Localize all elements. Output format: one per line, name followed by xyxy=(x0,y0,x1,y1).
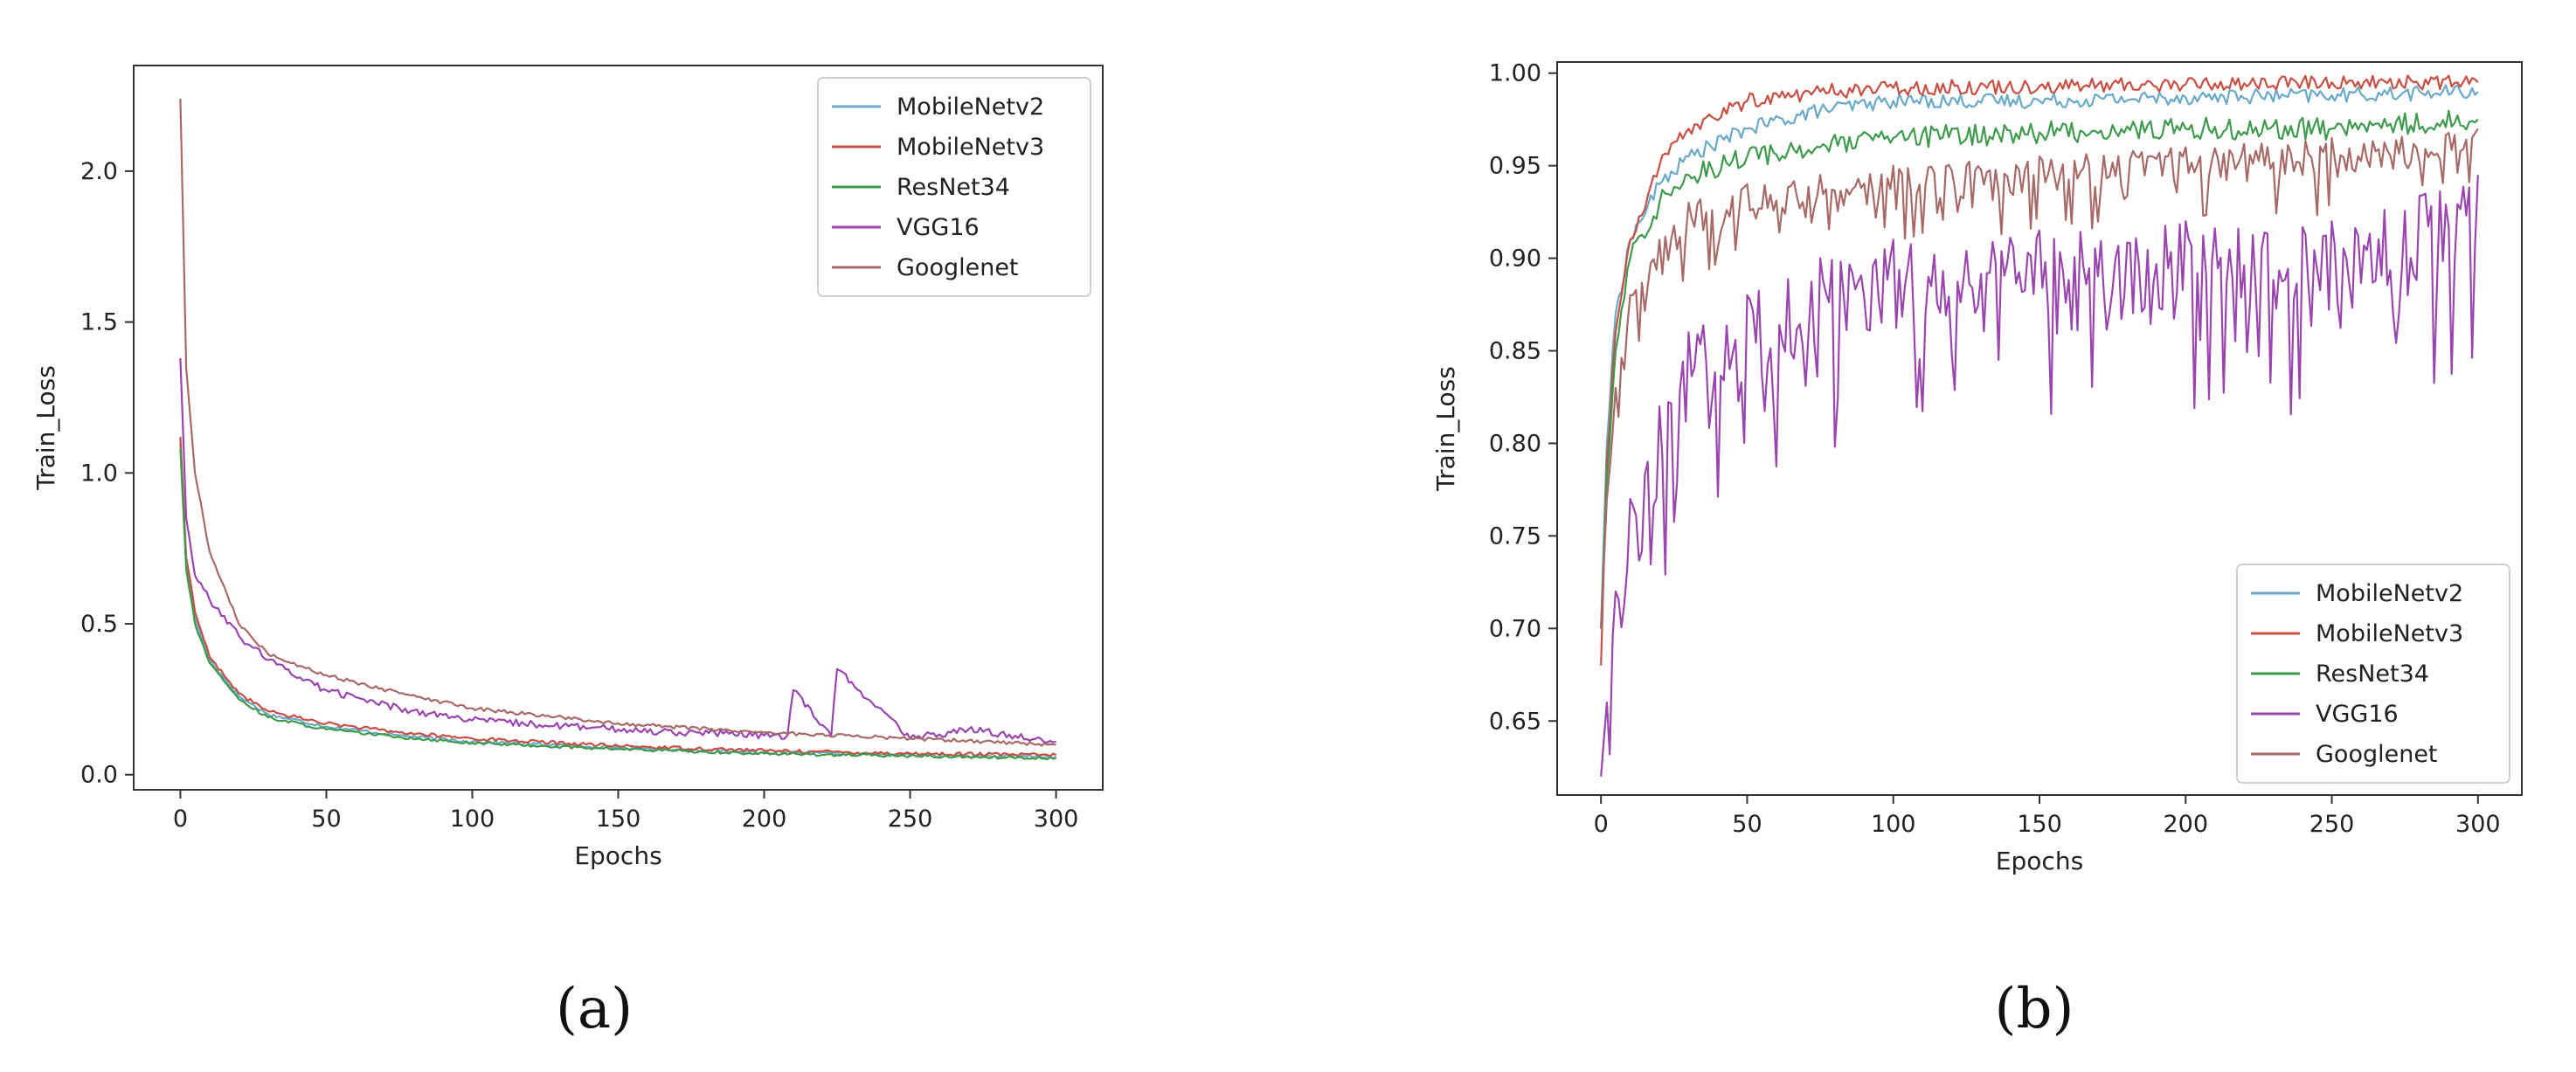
series-line-googlenet xyxy=(179,98,1056,747)
legend: MobileNetv2 MobileNetv3 ResNet34 VGG16 Googl… xyxy=(2236,564,2510,784)
series-line-mobilenetv3 xyxy=(179,436,1057,757)
x-tick-label: 100 xyxy=(450,806,495,833)
y-tick-label: 2.0 xyxy=(80,158,118,185)
y-tick-label: 1.0 xyxy=(80,460,118,487)
legend-box xyxy=(817,77,1091,297)
legend-label-googlenet: Googlenet xyxy=(2316,741,2438,768)
y-tick-label: 0.90 xyxy=(1489,246,1541,273)
legend: MobileNetv2 MobileNetv3 ResNet34 VGG16 Googl… xyxy=(817,77,1091,297)
y-tick-label: 0.5 xyxy=(80,611,118,638)
legend-label-mobilenetv3: MobileNetv3 xyxy=(2316,620,2463,647)
legend-label-mobilenetv3: MobileNetv3 xyxy=(897,134,1044,161)
x-tick-label: 0 xyxy=(173,806,188,833)
x-tick-label: 250 xyxy=(2309,811,2355,838)
x-tick-label: 150 xyxy=(2017,811,2062,838)
y-tick-label: 0.75 xyxy=(1489,522,1541,550)
x-tick-label: 50 xyxy=(1732,811,1762,838)
chart-panel-a: 0 50 100 150 200 250 300 0.0 0.5 1.0 1.5 2.0 Epochs T… xyxy=(31,65,1104,870)
x-tick-label: 300 xyxy=(1034,806,1079,833)
x-tick-label: 150 xyxy=(596,806,641,833)
y-tick-label: 1.5 xyxy=(80,309,118,336)
series-line-resnet34 xyxy=(179,448,1056,761)
series-line-resnet34 xyxy=(1600,109,2479,629)
series-line-mobilenetv2 xyxy=(179,442,1057,759)
legend-label-vgg16: VGG16 xyxy=(2316,701,2399,728)
series-line-vgg16 xyxy=(179,358,1056,743)
y-tick-label: 0.65 xyxy=(1489,708,1541,735)
y-tick-label: 0.0 xyxy=(80,762,118,789)
legend-box xyxy=(2236,564,2510,784)
caption-b: (b) xyxy=(1994,977,2074,1041)
x-tick-label: 200 xyxy=(742,806,787,833)
x-tick-label: 0 xyxy=(1594,811,1609,838)
series-line-googlenet xyxy=(1600,128,2479,629)
y-tick-label: 0.95 xyxy=(1489,153,1541,180)
x-axis-label: Epochs xyxy=(574,841,661,870)
y-tick-label: 0.80 xyxy=(1489,430,1541,457)
x-tick-label: 250 xyxy=(888,806,933,833)
caption-a: (a) xyxy=(555,977,634,1041)
series-line-mobilenetv3 xyxy=(1600,74,2479,666)
y-tick-label: 1.00 xyxy=(1489,60,1541,87)
series-line-mobilenetv2 xyxy=(1600,84,2479,629)
x-axis-label: Epochs xyxy=(1996,847,2083,875)
y-axis-label: Train_Loss xyxy=(1431,366,1460,492)
y-axis-label: Train_Loss xyxy=(31,365,60,491)
x-tick-label: 300 xyxy=(2455,811,2501,838)
series-line-vgg16 xyxy=(1600,175,2479,777)
chart-panel-b: 0 50 100 150 200 250 300 0.65 0.70 0.75 0.80 0.85 0.… xyxy=(1431,60,2523,875)
x-tick-label: 50 xyxy=(311,806,341,833)
legend-label-googlenet: Googlenet xyxy=(897,254,1019,281)
y-tick-label: 0.70 xyxy=(1489,615,1541,642)
legend-label-vgg16: VGG16 xyxy=(897,214,980,241)
y-tick-label: 0.85 xyxy=(1489,338,1541,365)
x-tick-label: 100 xyxy=(1871,811,1916,838)
legend-label-mobilenetv2: MobileNetv2 xyxy=(897,93,1044,121)
legend-label-mobilenetv2: MobileNetv2 xyxy=(2316,580,2463,607)
x-tick-label: 200 xyxy=(2163,811,2208,838)
legend-label-resnet34: ResNet34 xyxy=(2316,660,2429,688)
legend-label-resnet34: ResNet34 xyxy=(897,174,1010,201)
